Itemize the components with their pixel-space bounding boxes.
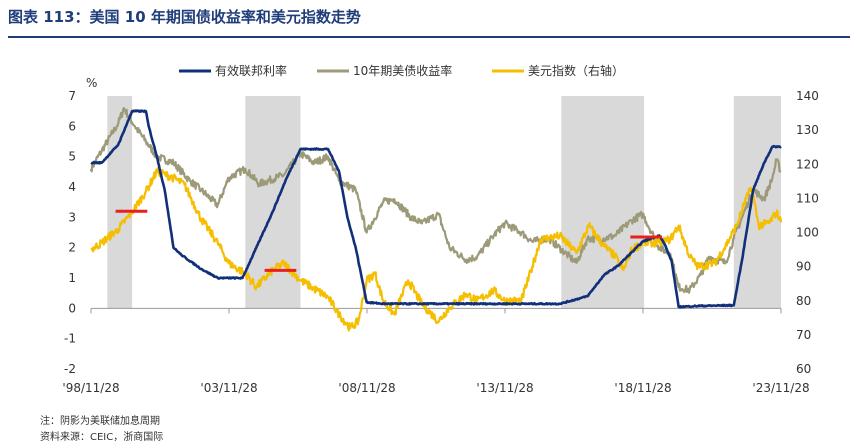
- right-tick-label: 60: [796, 362, 811, 376]
- left-tick-label: 7: [68, 89, 76, 103]
- shaded-period-3: [733, 96, 781, 309]
- legend: 有效联邦利率 10年期美债收益率 美元指数（右轴）: [179, 63, 624, 78]
- legend-label-2: 美元指数（右轴）: [528, 63, 624, 78]
- left-tick-label: 6: [68, 119, 76, 133]
- shaded-periods: [107, 96, 781, 309]
- x-tick-label: '18/11/28: [614, 381, 671, 395]
- series-line-2: [90, 166, 783, 332]
- shaded-period-0: [107, 96, 133, 309]
- series-lines: [89, 107, 783, 332]
- right-tick-label: 130: [796, 123, 819, 137]
- x-tick-label: '23/11/28: [752, 381, 809, 395]
- left-tick-label: 4: [68, 180, 76, 194]
- left-tick-label: 0: [68, 301, 76, 315]
- right-tick-label: 90: [796, 260, 811, 274]
- legend-label-1: 10年期美债收益率: [353, 63, 452, 78]
- left-tick-label: 1: [68, 271, 76, 285]
- left-tick-label: 2: [68, 241, 76, 255]
- shaded-period-2: [561, 96, 645, 309]
- right-tick-label: 80: [796, 294, 811, 308]
- right-axis-ticks: 140 130 120 110 100 90 80 70 60: [796, 89, 819, 376]
- x-tick-label: '08/11/28: [338, 381, 395, 395]
- title-rule: [8, 36, 850, 38]
- legend-label-0: 有效联邦利率: [215, 63, 287, 78]
- left-tick-label: -2: [64, 362, 76, 376]
- y-unit-label: %: [86, 76, 97, 90]
- figure-title: 图表 113：美国 10 年期国债收益率和美元指数走势: [8, 8, 361, 26]
- right-tick-label: 120: [796, 157, 819, 171]
- x-tick-label: '13/11/28: [476, 381, 533, 395]
- series-line-1: [89, 107, 782, 294]
- left-tick-label: 5: [68, 150, 76, 164]
- right-tick-label: 70: [796, 328, 811, 342]
- right-tick-label: 140: [796, 89, 819, 103]
- left-tick-label: 3: [68, 210, 76, 224]
- x-tick-label: '03/11/28: [200, 381, 257, 395]
- right-tick-label: 110: [796, 191, 819, 205]
- source-note: 资料来源：CEIC，浙商国际: [40, 432, 164, 443]
- series-line-0: [90, 109, 782, 309]
- left-tick-label: -1: [64, 332, 76, 346]
- right-tick-label: 100: [796, 226, 819, 240]
- footnote: 注：阴影为美联储加息周期: [40, 416, 160, 427]
- red-markers: [115, 209, 663, 272]
- left-axis-ticks: 7 6 5 4 3 2 1 0 -1 -2: [64, 89, 76, 376]
- x-axis-ticks: '98/11/28 '03/11/28 '08/11/28 '13/11/28 '18/…: [62, 308, 810, 395]
- x-tick-label: '98/11/28: [62, 381, 119, 395]
